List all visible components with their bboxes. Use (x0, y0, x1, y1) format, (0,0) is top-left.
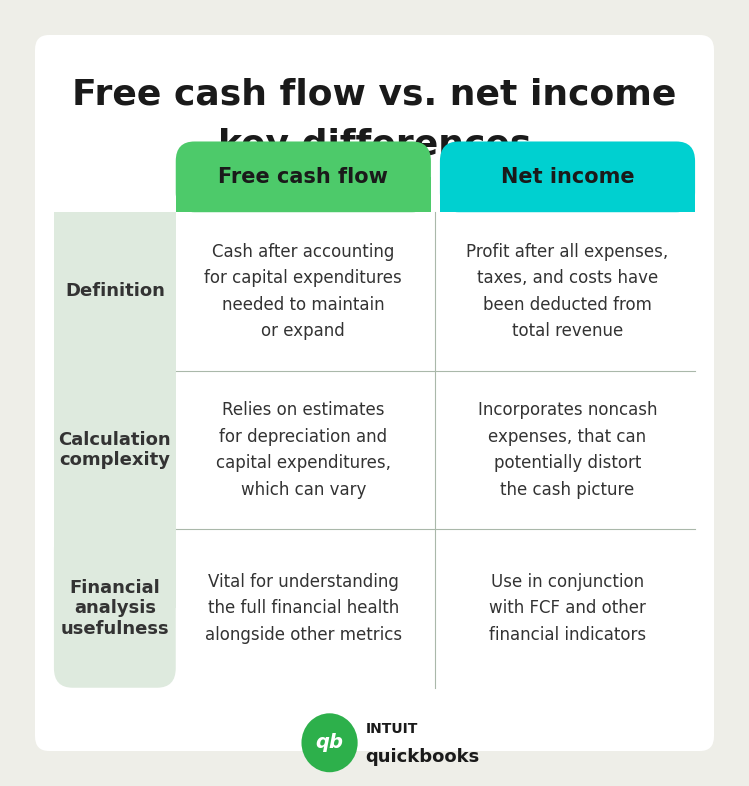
Text: Cash after accounting
for capital expenditures
needed to maintain
or expand: Cash after accounting for capital expend… (204, 243, 402, 340)
Bar (54, 212, 176, 371)
Text: Relies on estimates
for depreciation and
capital expenditures,
which can vary: Relies on estimates for depreciation and… (216, 402, 391, 498)
Text: Vital for understanding
the full financial health
alongside other metrics: Vital for understanding the full financi… (204, 573, 402, 644)
Text: Profit after all expenses,
taxes, and costs have
been deducted from
total revenu: Profit after all expenses, taxes, and co… (467, 243, 669, 340)
Text: Calculation
complexity: Calculation complexity (58, 431, 172, 469)
FancyBboxPatch shape (176, 141, 431, 212)
Text: qb: qb (315, 733, 344, 752)
Bar (54, 371, 176, 529)
Text: Net income: Net income (500, 167, 634, 187)
FancyBboxPatch shape (35, 35, 714, 751)
Text: Use in conjunction
with FCF and other
financial indicators: Use in conjunction with FCF and other fi… (489, 573, 646, 644)
Text: INTUIT: INTUIT (366, 722, 418, 736)
Bar (440, 177, 695, 212)
Text: Financial
analysis
usefulness: Financial analysis usefulness (61, 578, 169, 638)
Text: key differences: key differences (218, 128, 531, 163)
Text: Definition: Definition (65, 282, 165, 300)
Bar (176, 177, 431, 212)
Text: Free cash flow vs. net income: Free cash flow vs. net income (73, 77, 676, 112)
Text: quickbooks: quickbooks (366, 748, 480, 766)
FancyBboxPatch shape (54, 529, 176, 688)
Bar (54, 529, 176, 608)
Text: Incorporates noncash
expenses, that can
potentially distort
the cash picture: Incorporates noncash expenses, that can … (478, 402, 657, 498)
FancyBboxPatch shape (440, 141, 695, 212)
Ellipse shape (301, 714, 358, 772)
Text: Free cash flow: Free cash flow (219, 167, 388, 187)
